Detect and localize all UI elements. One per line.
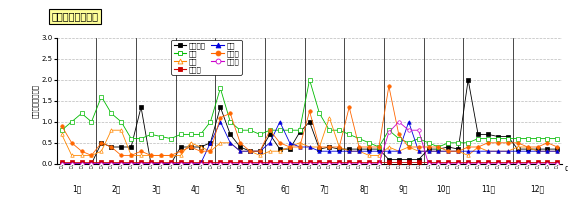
Line: 宇和島: 宇和島 — [60, 160, 559, 163]
宇和島 — [59, 160, 65, 163]
四国中央 — [544, 148, 551, 150]
宇和島 — [554, 160, 561, 163]
今治 — [554, 137, 561, 140]
今治 — [59, 129, 65, 131]
中予 — [435, 150, 442, 152]
中予 — [554, 150, 561, 152]
八幡浜 — [168, 163, 174, 165]
西条 — [59, 163, 65, 165]
西条 — [217, 121, 224, 123]
松山市 — [386, 85, 392, 87]
八幡浜 — [217, 163, 224, 165]
松山市 — [217, 116, 224, 119]
松山市 — [406, 146, 412, 148]
四国中央 — [465, 79, 471, 81]
今治 — [375, 146, 382, 148]
今治 — [306, 79, 313, 81]
宇和島 — [217, 160, 224, 163]
松山市 — [88, 154, 95, 157]
Text: 保健所別発生動向: 保健所別発生動向 — [52, 11, 99, 21]
中予 — [227, 142, 233, 144]
宇和島 — [168, 160, 174, 163]
松山市 — [227, 112, 233, 115]
Line: 松山市: 松山市 — [60, 84, 559, 157]
四国中央 — [554, 148, 561, 150]
四国中央 — [386, 158, 392, 161]
中予 — [68, 154, 75, 157]
今治 — [406, 142, 412, 144]
Y-axis label: 定点当たり報告数: 定点当たり報告数 — [32, 84, 39, 118]
今治 — [544, 137, 551, 140]
中予 — [544, 150, 551, 152]
西条 — [544, 150, 551, 152]
宇和島 — [544, 160, 551, 163]
Legend: 四国中央, 今治, 中予, 宇和島, 西条, 松山市, 八幡浜: 四国中央, 今治, 中予, 宇和島, 西条, 松山市, 八幡浜 — [172, 40, 241, 75]
八幡浜 — [207, 163, 214, 165]
今治 — [207, 121, 214, 123]
八幡浜 — [395, 121, 402, 123]
Line: 八幡浜: 八幡浜 — [60, 120, 559, 165]
Line: 今治: 今治 — [60, 78, 559, 149]
四国中央 — [207, 142, 214, 144]
松山市 — [554, 146, 561, 148]
八幡浜 — [59, 163, 65, 165]
中予 — [406, 146, 412, 148]
中予 — [326, 116, 333, 119]
中予 — [177, 154, 184, 157]
宇和島 — [207, 160, 214, 163]
四国中央 — [415, 158, 422, 161]
西条 — [554, 150, 561, 152]
西条 — [425, 150, 432, 152]
八幡浜 — [544, 163, 551, 165]
八幡浜 — [386, 131, 392, 134]
今治 — [168, 137, 174, 140]
松山市 — [435, 146, 442, 148]
四国中央 — [168, 163, 174, 165]
八幡浜 — [554, 163, 561, 165]
四国中央 — [217, 106, 224, 108]
今治 — [217, 87, 224, 89]
Line: 西条: 西条 — [60, 120, 559, 165]
宇和島 — [415, 160, 422, 163]
松山市 — [177, 150, 184, 152]
宇和島 — [386, 160, 392, 163]
四国中央 — [59, 163, 65, 165]
西条 — [395, 150, 402, 152]
中予 — [59, 133, 65, 136]
西条 — [207, 142, 214, 144]
八幡浜 — [425, 163, 432, 165]
西条 — [168, 163, 174, 165]
松山市 — [59, 125, 65, 127]
Line: 四国中央: 四国中央 — [60, 78, 559, 165]
今治 — [435, 146, 442, 148]
松山市 — [544, 142, 551, 144]
西条 — [227, 142, 233, 144]
Line: 中予: 中予 — [60, 116, 559, 157]
Text: (週): (週) — [564, 166, 568, 171]
中予 — [217, 142, 224, 144]
